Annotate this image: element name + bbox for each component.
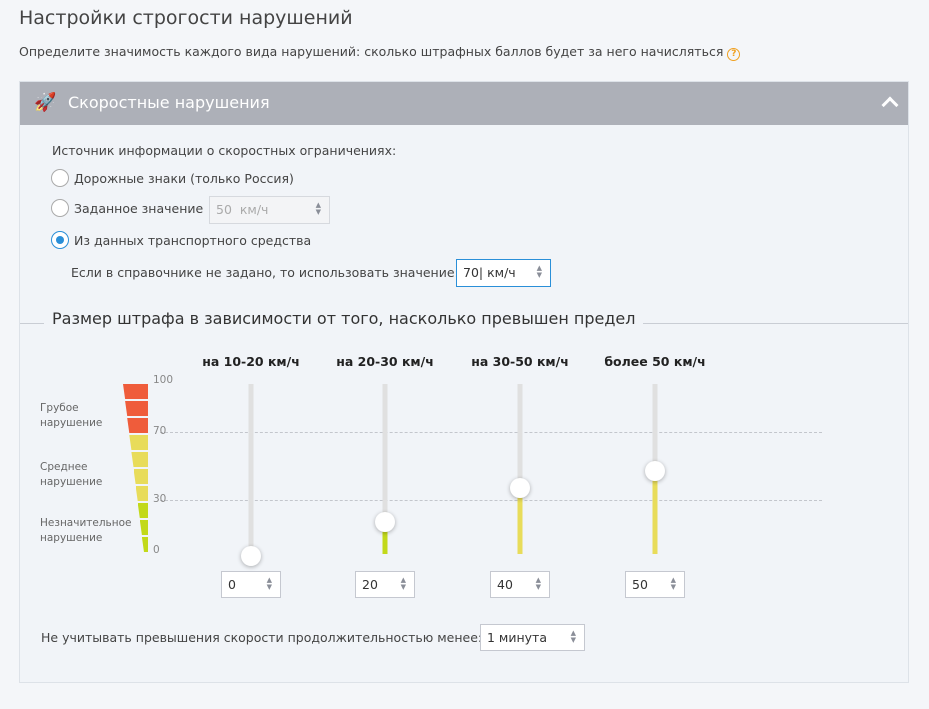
slider-track[interactable] [248,384,254,554]
fallback-value: 70 [463,265,479,280]
level-label: Незначительное нарушение [40,517,132,545]
spinner-arrows-icon[interactable]: ▲ ▼ [266,576,272,591]
panel-title: Скоростные нарушения [68,93,270,112]
slider-value: 0 [228,577,236,592]
column-header: на 10-20 км/ч [202,354,300,369]
tick-label: 100 [153,374,174,386]
panel-header[interactable]: 🚀 Скоростные нарушения [20,82,908,125]
tick-label: 70 [153,425,167,437]
spinner-arrows-icon[interactable]: ▲ ▼ [315,201,321,216]
level-label: Грубое нарушение [40,401,103,429]
slider-fill [652,469,658,554]
slider-thumb[interactable] [375,512,395,532]
radio-road-signs[interactable] [51,169,69,187]
slider-fill [517,486,523,554]
slider-fill [382,520,388,554]
fallback-speed-input[interactable]: 70| км/ч ▲ ▼ [456,259,551,287]
speed-violations-panel: 🚀 Скоростные нарушения Источник информац… [19,81,909,683]
column-header: на 30-50 км/ч [471,354,569,369]
threshold-line-70 [160,432,822,433]
slider-value-input[interactable]: 40 ▲ ▼ [490,571,550,598]
source-label: Источник информации о скоростных огранич… [52,143,397,158]
radio-fixed-value-label[interactable]: Заданное значение [74,201,204,216]
scale-segment [131,452,148,467]
slider-value-input[interactable]: 50 ▲ ▼ [625,571,685,598]
tick-label: 0 [153,544,160,556]
tick-label: 30 [153,493,167,505]
spinner-arrows-icon[interactable]: ▲ ▼ [536,264,542,279]
radio-road-signs-label[interactable]: Дорожные знаки (только Россия) [74,171,294,186]
rocket-icon: 🚀 [34,92,57,113]
slider-thumb[interactable] [510,478,530,498]
slider-value: 20 [362,577,378,592]
duration-label: Не учитывать превышения скорости продолж… [41,630,483,645]
page-title: Настройки строгости нарушений [19,7,353,29]
scale-segment [127,418,148,433]
spinner-arrows-icon[interactable]: ▲ ▼ [535,576,541,591]
duration-value: 1 минута [487,630,547,645]
spinner-arrows-icon[interactable]: ▲ ▼ [670,576,676,591]
spinner-arrows-icon[interactable]: ▲ ▼ [400,576,406,591]
fine-legend: Размер штрафа в зависимости от того, нас… [44,309,644,328]
subtitle-text: Определите значимость каждого вида наруш… [19,44,724,59]
fallback-unit: км/ч [487,265,516,280]
scale-segment [129,435,148,450]
radio-fixed-value[interactable] [51,199,69,217]
slider-value: 40 [497,577,513,592]
slider-track[interactable] [517,384,523,554]
spinner-arrows-icon[interactable]: ▲ ▼ [570,629,576,644]
radio-vehicle-data-label[interactable]: Из данных транспортного средства [74,233,312,248]
scale-segment [135,486,148,501]
slider-value: 50 [632,577,648,592]
scale-segment [141,537,148,552]
fixed-value-input[interactable]: 50 км/ч ▲ ▼ [209,196,330,224]
threshold-line-30 [160,500,822,501]
slider-thumb[interactable] [645,461,665,481]
page-subtitle: Определите значимость каждого вида наруш… [19,44,741,61]
scale-segment [139,520,148,535]
scale-segment [137,503,148,518]
scale-segment [125,401,148,416]
help-icon[interactable]: ? [727,48,741,61]
radio-vehicle-data[interactable] [51,231,69,249]
scale-segment [123,384,148,399]
slider-track[interactable] [382,384,388,554]
column-header: более 50 км/ч [604,354,706,369]
duration-select[interactable]: 1 минута ▲ ▼ [480,624,585,651]
column-header: на 20-30 км/ч [336,354,434,369]
slider-value-input[interactable]: 20 ▲ ▼ [355,571,415,598]
slider-thumb[interactable] [241,546,261,566]
scale-segment [133,469,148,484]
slider-value-input[interactable]: 0 ▲ ▼ [221,571,281,598]
fixed-unit: км/ч [239,202,269,217]
level-label: Среднее нарушение [40,461,103,489]
chevron-up-icon[interactable] [881,96,899,114]
fallback-label: Если в справочнике не задано, то использ… [71,265,459,280]
fixed-value: 50 [216,202,232,217]
